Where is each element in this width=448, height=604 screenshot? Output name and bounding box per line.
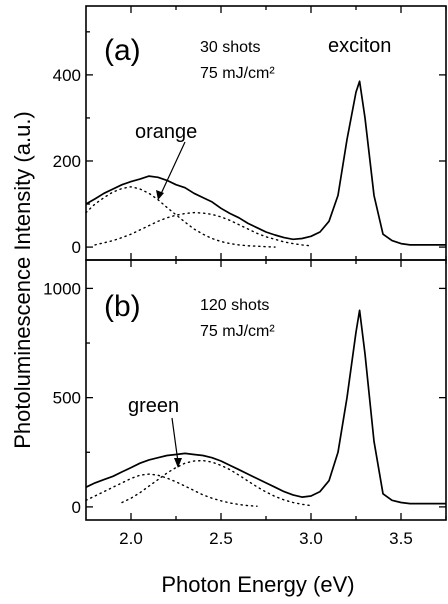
green-arrowhead bbox=[174, 458, 182, 468]
green-band-label: green bbox=[128, 395, 179, 417]
panel-a-label: (a) bbox=[104, 34, 141, 67]
orange-arrowhead bbox=[156, 190, 164, 200]
panel-b-plot-area: 0 500 1000 2.0 2.5 3.0 3.5 bbox=[43, 260, 447, 548]
x-tick-label: 3.0 bbox=[299, 529, 323, 548]
x-tick-label: 3.5 bbox=[389, 529, 413, 548]
y-axis-label: Photoluminescence Intensity (a.u.) bbox=[10, 111, 35, 449]
orange-arrow bbox=[159, 141, 186, 197]
panel-b-shots-note: 120 shots bbox=[200, 297, 269, 314]
panel-b-fluence-note: 75 mJ/cm² bbox=[200, 323, 275, 340]
exciton-label: exciton bbox=[328, 35, 391, 57]
panel-b-label: (b) bbox=[104, 290, 141, 323]
panel-b-measured-spectrum-line bbox=[85, 309, 446, 505]
panel-b-y-tick-label: 1000 bbox=[43, 279, 81, 298]
panel-b-y-tick-label: 0 bbox=[72, 498, 81, 517]
panel-a-measured-spectrum-line bbox=[85, 80, 446, 246]
panel-a-fit-component-line-1 bbox=[85, 186, 276, 248]
x-tick-label: 2.0 bbox=[119, 529, 143, 548]
panel-a-fluence-note: 75 mJ/cm² bbox=[200, 65, 275, 82]
green-arrow bbox=[171, 417, 179, 463]
x-axis-label: Photon Energy (eV) bbox=[161, 572, 354, 597]
panel-b-fit-component-line-1 bbox=[85, 473, 258, 507]
panel-b: 0 500 1000 2.0 2.5 3.0 3.5 (b) 120 shots 75 mJ… bbox=[43, 259, 447, 548]
panel-a: 0 200 400 (a) 30 shots 75 mJ/cm² exciton o… bbox=[53, 5, 447, 261]
panel-b-y-tick-label: 500 bbox=[53, 389, 81, 408]
orange-band-label: orange bbox=[135, 121, 197, 143]
panel-a-y-tick-label: 0 bbox=[72, 238, 81, 257]
panel-a-y-tick-label: 200 bbox=[53, 152, 81, 171]
panel-b-fit-component-line-2 bbox=[121, 459, 312, 507]
panel-b-frame bbox=[85, 259, 447, 521]
x-tick-label: 2.5 bbox=[209, 529, 233, 548]
panel-a-fit-component-line-2 bbox=[94, 211, 312, 247]
panel-a-shots-note: 30 shots bbox=[200, 39, 260, 56]
panel-a-y-tick-label: 400 bbox=[53, 66, 81, 85]
